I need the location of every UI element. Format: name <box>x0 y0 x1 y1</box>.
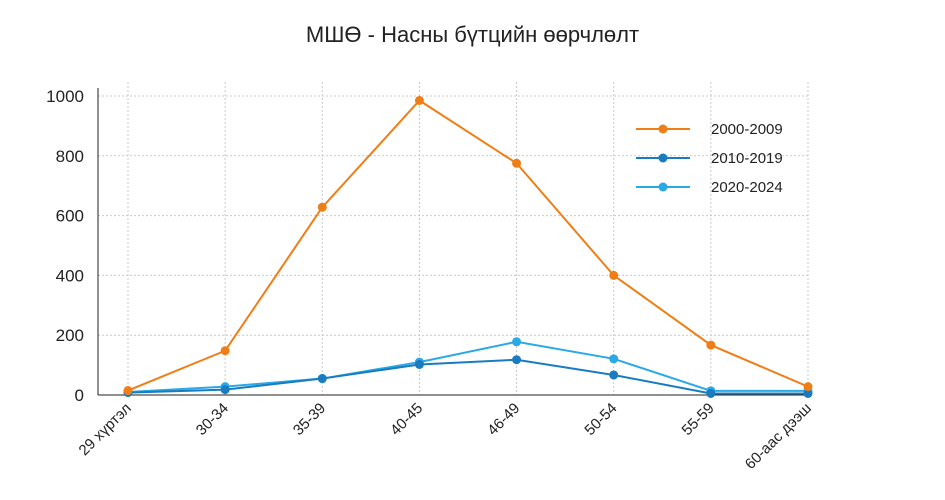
data-point <box>512 337 522 347</box>
legend-item: 2010-2019 <box>636 150 783 167</box>
data-point <box>512 355 522 365</box>
data-point <box>220 385 230 395</box>
legend-marker <box>658 182 668 192</box>
data-point <box>317 374 327 384</box>
y-tick-label: 800 <box>56 147 84 166</box>
y-tick-label: 0 <box>75 386 84 405</box>
series-2010-2019 <box>123 355 813 399</box>
y-tick-labels: 0 200 400 600 800 1000 <box>46 87 84 405</box>
series-2000-2009 <box>123 95 813 396</box>
y-tick-label: 200 <box>56 326 84 345</box>
data-point <box>414 360 424 370</box>
data-point <box>609 270 619 280</box>
series-line <box>127 358 808 395</box>
data-point <box>706 340 716 350</box>
legend-marker <box>658 124 668 134</box>
grid <box>98 82 809 395</box>
x-tick-label: 50-54 <box>581 400 620 439</box>
axes <box>97 88 808 396</box>
legend: 2000-2009 2010-2019 2020-2024 <box>636 121 783 196</box>
series-line <box>127 340 808 394</box>
x-tick-label: 46-49 <box>484 400 523 439</box>
legend-item: 2000-2009 <box>636 121 783 138</box>
legend-label: 2010-2019 <box>711 150 783 167</box>
y-tick-label: 400 <box>56 266 84 285</box>
legend-item: 2020-2024 <box>636 179 783 196</box>
x-tick-label: 29 хүртэл <box>76 400 135 459</box>
data-point <box>803 382 813 392</box>
series <box>123 95 813 399</box>
legend-marker <box>658 153 668 163</box>
data-point <box>706 389 716 399</box>
legend-label: 2020-2024 <box>711 179 783 196</box>
y-tick-label: 1000 <box>46 87 84 106</box>
x-tick-label: 60-аас дээш <box>742 400 815 473</box>
x-tick-label: 55-59 <box>679 400 718 439</box>
series-line <box>127 99 809 392</box>
data-point <box>317 202 327 212</box>
data-point <box>123 386 133 396</box>
data-point <box>414 95 424 105</box>
x-tick-label: 40-45 <box>387 400 426 439</box>
data-point <box>220 346 230 356</box>
legend-label: 2000-2009 <box>711 121 783 138</box>
data-point <box>512 158 522 168</box>
chart-title: МШӨ - Насны бүтцийн өөрчлөлт <box>305 22 640 47</box>
x-tick-labels: 29 хүртэл 30-34 35-39 40-45 46-49 50-54 55-59 6… <box>76 400 815 473</box>
x-tick-label: 35-39 <box>290 400 329 439</box>
data-point <box>803 389 813 399</box>
y-tick-label: 600 <box>56 207 84 226</box>
x-tick-label: 30-34 <box>193 400 232 439</box>
data-point <box>609 354 619 364</box>
data-point <box>609 370 619 380</box>
